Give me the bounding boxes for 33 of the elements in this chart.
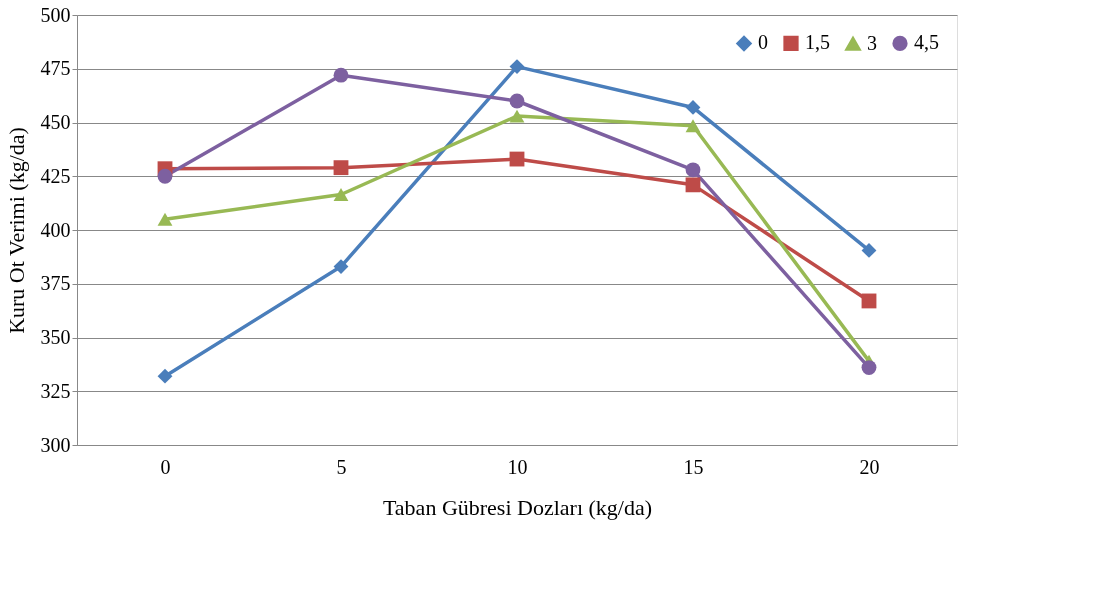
legend-label: 0 xyxy=(758,31,768,54)
x-tick-label: 15 xyxy=(683,455,704,478)
y-tick-label: 325 xyxy=(40,379,71,402)
legend-label: 1,5 xyxy=(805,31,830,54)
point xyxy=(157,368,173,384)
x-tick-label: 0 xyxy=(160,455,171,478)
point xyxy=(333,160,349,176)
point xyxy=(861,360,877,375)
y-tick-label: 375 xyxy=(40,272,71,295)
point xyxy=(685,119,701,133)
legend-label: 3 xyxy=(867,31,877,54)
y-tick-label: 500 xyxy=(40,3,71,26)
y-tick-label: 425 xyxy=(40,164,71,187)
point xyxy=(685,162,701,178)
x-tick-label: 5 xyxy=(336,455,347,478)
point xyxy=(509,59,525,75)
y-axis-title: Kuru Ot Verimi (kg/da) xyxy=(3,127,29,334)
point xyxy=(685,177,701,193)
point xyxy=(157,168,173,184)
legend-label: 4,5 xyxy=(914,31,939,54)
x-axis-title: Taban Gübresi Dozları (kg/da) xyxy=(382,494,653,520)
point xyxy=(333,188,349,201)
y-tick-label: 300 xyxy=(40,433,71,456)
point xyxy=(509,93,525,109)
point xyxy=(509,109,525,123)
y-tick-label: 350 xyxy=(40,326,71,348)
x-tick-label: 10 xyxy=(507,455,528,478)
point xyxy=(333,67,349,83)
y-tick-label: 475 xyxy=(40,57,71,80)
x-tick-label: 20 xyxy=(859,455,880,478)
y-tick-label: 450 xyxy=(40,111,71,133)
point xyxy=(157,212,173,226)
y-tick-label: 400 xyxy=(40,218,71,241)
